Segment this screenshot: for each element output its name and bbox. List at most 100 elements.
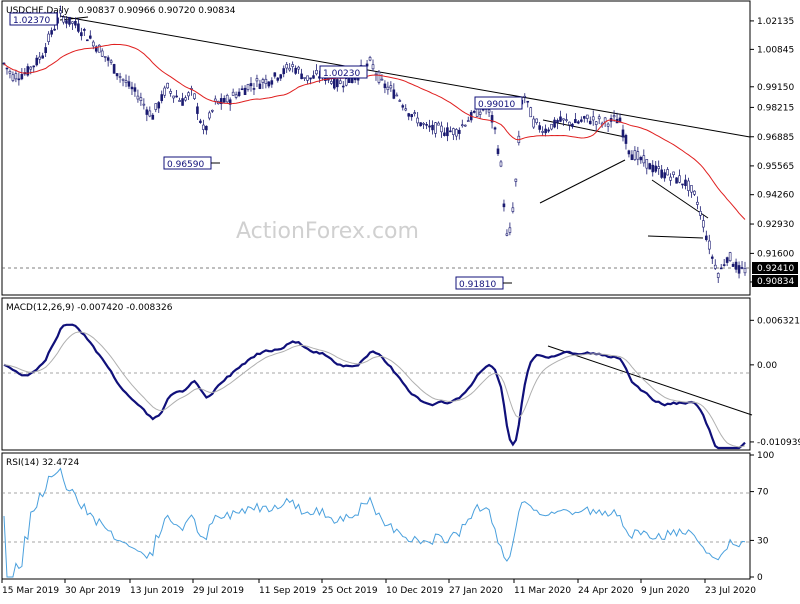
candle-body: [404, 108, 408, 111]
candle-body: [487, 109, 491, 113]
candle-body: [14, 73, 18, 80]
candle-body: [568, 121, 571, 126]
candle-body: [553, 119, 556, 128]
candle-body: [261, 79, 265, 83]
x-tick-label: 11 Mar 2020: [514, 586, 571, 596]
candle-body: [458, 129, 461, 134]
candle-body: [707, 240, 711, 250]
candle-body: [252, 88, 256, 90]
candle-body: [583, 116, 586, 119]
candle-body: [44, 47, 47, 54]
candle-body: [585, 114, 589, 119]
candle-body: [719, 267, 723, 270]
candle-body: [196, 106, 199, 114]
candle-body: [136, 95, 140, 100]
candle-body: [315, 70, 318, 75]
candle-body: [59, 10, 62, 14]
macd-y-axis: 0.006321 0.00 -0.010939: [750, 316, 800, 448]
candle-body: [228, 99, 232, 105]
macd-header: MACD(12,26,9) -0.007420 -0.008326: [6, 303, 173, 313]
candle-body: [681, 183, 684, 186]
watermark: ActionForex.com: [236, 219, 419, 244]
candle-body: [112, 64, 116, 74]
annotation-label: 1.00230: [323, 69, 360, 79]
candle-body: [291, 64, 294, 67]
candle-body: [160, 94, 164, 102]
candle-body: [389, 85, 393, 89]
y-tick-label: 70: [757, 488, 769, 498]
candle-body: [234, 94, 238, 98]
y-tick-label: 0.00: [757, 361, 777, 371]
candle-body: [264, 78, 268, 84]
candle-body: [734, 261, 738, 270]
candle-body: [538, 125, 541, 130]
y-tick-label: 0.006321: [757, 316, 800, 326]
candle-body: [330, 81, 333, 84]
y-tick-label: 30: [757, 536, 769, 546]
candle-body: [240, 88, 244, 91]
rsi-header: RSI(14) 32.4724: [6, 458, 79, 468]
candle-body: [312, 75, 315, 79]
candle-body: [17, 78, 21, 81]
candle-body: [419, 122, 422, 127]
candle-body: [285, 64, 289, 69]
candle-body: [237, 91, 241, 96]
candle-body: [431, 124, 434, 131]
candle-body: [463, 124, 467, 127]
candle-body: [115, 73, 119, 77]
x-tick-label: 27 Jan 2020: [449, 586, 503, 596]
candle-body: [392, 89, 396, 99]
candle-body: [306, 75, 309, 81]
rsi-pane-frame: [1, 452, 751, 580]
candle-body: [219, 98, 223, 105]
candle-body: [294, 67, 297, 74]
candle-body: [398, 100, 402, 102]
candle-body: [62, 16, 65, 23]
candle-body: [338, 80, 342, 84]
price-y-axis: 1.02135 1.00845 0.99150 0.98215 0.96885 0.955…: [750, 17, 794, 288]
candle-body: [556, 120, 559, 123]
candle-body: [350, 78, 354, 84]
candle-body: [255, 78, 259, 82]
candle-body: [669, 176, 672, 181]
candle-body: [460, 124, 464, 127]
candle-body: [624, 135, 628, 144]
candle-body: [651, 164, 655, 173]
candle-body: [425, 124, 428, 126]
candle-body: [86, 39, 89, 42]
candle-body: [181, 98, 184, 106]
candle-body: [416, 117, 419, 124]
candle-body: [83, 29, 86, 31]
candle-body: [407, 113, 411, 117]
candle-body: [273, 72, 277, 77]
candle-body: [505, 233, 509, 236]
candle-body: [145, 109, 149, 115]
annotation-label: 0.99010: [478, 100, 515, 110]
candle-body: [466, 120, 470, 122]
candle-body: [68, 16, 71, 25]
candle-body: [32, 65, 36, 68]
candle-body: [535, 118, 538, 123]
x-tick-label: 10 Dec 2019: [386, 586, 444, 596]
candle-body: [222, 98, 226, 103]
candle-body: [41, 55, 44, 59]
candle-body: [213, 98, 217, 102]
triangle-bottom-line: [539, 159, 626, 204]
candle-body: [713, 264, 717, 269]
candle-body: [699, 211, 702, 216]
candle-body: [344, 78, 348, 86]
candle-body: [157, 102, 161, 109]
x-tick-label: 13 Jun 2019: [130, 586, 184, 596]
candle-body: [422, 123, 425, 125]
candle-body: [383, 83, 387, 89]
candle-body: [130, 86, 134, 90]
candle-body: [127, 81, 131, 87]
candle-body: [443, 132, 446, 136]
x-tick-label: 11 Sep 2019: [259, 586, 316, 596]
y-tick-label: 0.98215: [757, 103, 794, 113]
candle-body: [502, 203, 506, 208]
candle-body: [199, 120, 202, 123]
x-tick-label: 24 Apr 2020: [578, 586, 634, 596]
candle-body: [725, 257, 729, 263]
y-tick-label: 0.92930: [757, 220, 794, 230]
